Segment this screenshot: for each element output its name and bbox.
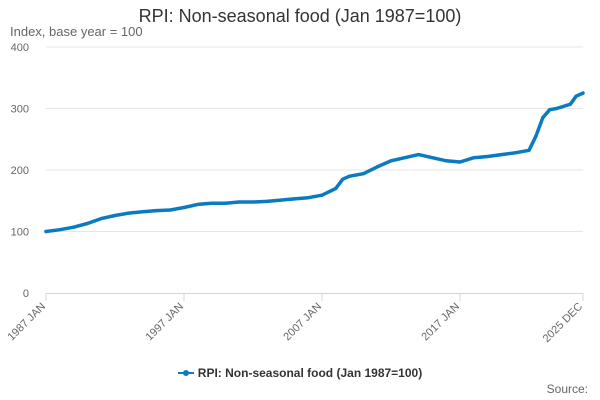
x-axis	[45, 293, 584, 301]
x-axis-tick-labels: 1987 JAN 1997 JAN 2007 JAN 2017 JAN 2025 DEC	[5, 301, 585, 345]
data-point[interactable]	[99, 216, 103, 221]
data-point[interactable]	[278, 198, 283, 202]
data-point[interactable]	[320, 193, 324, 197]
data-point[interactable]	[196, 202, 200, 207]
data-point[interactable]	[341, 177, 345, 181]
data-point[interactable]	[44, 229, 48, 234]
data-point[interactable]	[182, 205, 186, 210]
y-tick-label: 0	[23, 288, 29, 300]
data-point[interactable]	[375, 165, 379, 169]
data-point[interactable]	[527, 148, 531, 152]
data-point[interactable]	[347, 174, 352, 178]
data-point[interactable]	[581, 91, 585, 95]
x-tick-label: 2025 DEC	[541, 301, 585, 345]
data-point[interactable]	[265, 199, 269, 203]
data-point[interactable]	[127, 211, 131, 215]
y-axis-tick-labels: 0 100 200 300 400	[11, 42, 29, 300]
x-tick-label: 1987 JAN	[5, 301, 48, 344]
data-point[interactable]	[154, 208, 158, 213]
data-point[interactable]	[389, 159, 393, 163]
x-tick-label: 1997 JAN	[143, 301, 186, 344]
data-point[interactable]	[472, 156, 476, 160]
data-point[interactable]	[416, 153, 421, 157]
data-point[interactable]	[361, 172, 365, 176]
data-point[interactable]	[534, 134, 538, 138]
series-line[interactable]	[44, 91, 585, 234]
data-point[interactable]	[568, 102, 572, 106]
data-point[interactable]	[334, 186, 338, 191]
data-point[interactable]	[430, 156, 434, 160]
y-tick-label: 100	[11, 227, 29, 239]
data-point[interactable]	[209, 201, 214, 205]
series-layer	[44, 91, 585, 234]
data-point[interactable]	[85, 221, 89, 226]
data-point[interactable]	[113, 213, 117, 218]
x-tick-label: 2007 JAN	[281, 301, 324, 344]
data-point[interactable]	[58, 228, 62, 232]
gridlines	[46, 46, 583, 232]
data-point[interactable]	[306, 196, 310, 200]
chart-title: RPI: Non-seasonal food (Jan 1987=100)	[138, 6, 462, 26]
data-point[interactable]	[292, 197, 296, 201]
y-tick-label: 400	[11, 42, 29, 54]
source-label: Source:	[546, 382, 588, 396]
data-point[interactable]	[548, 108, 552, 112]
data-point[interactable]	[168, 208, 172, 212]
data-point[interactable]	[444, 159, 448, 163]
y-axis-subtitle: Index, base year = 100	[10, 24, 143, 39]
data-point[interactable]	[140, 210, 145, 214]
legend-label: RPI: Non-seasonal food (Jan 1987=100)	[197, 366, 423, 380]
data-point[interactable]	[541, 116, 545, 120]
data-point[interactable]	[71, 225, 76, 229]
data-point[interactable]	[223, 201, 227, 205]
data-point[interactable]	[499, 153, 503, 157]
y-tick-label: 200	[11, 165, 29, 177]
legend: RPI: Non-seasonal food (Jan 1987=100)	[0, 366, 600, 380]
legend-item[interactable]: RPI: Non-seasonal food (Jan 1987=100)	[177, 366, 423, 380]
data-point[interactable]	[458, 160, 462, 164]
data-point[interactable]	[403, 156, 407, 160]
data-point[interactable]	[513, 151, 517, 155]
data-point[interactable]	[237, 200, 241, 204]
data-point[interactable]	[574, 94, 578, 98]
y-tick-label: 300	[11, 104, 29, 116]
x-tick-label: 2017 JAN	[419, 301, 462, 344]
data-point[interactable]	[554, 106, 559, 111]
data-point[interactable]	[485, 154, 490, 159]
legend-line-marker-icon	[177, 368, 194, 378]
data-point[interactable]	[251, 200, 255, 204]
